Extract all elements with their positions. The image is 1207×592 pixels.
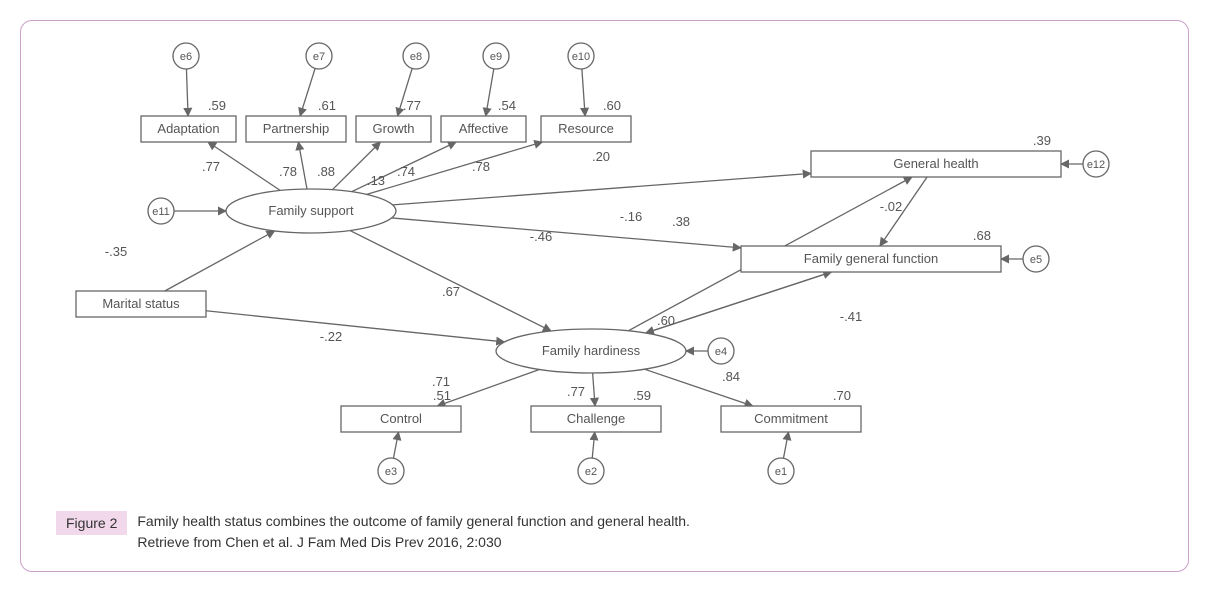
error-label-e2: e2 [585, 466, 597, 478]
path-label-family_support-partnership: .78 [279, 164, 297, 179]
r2-family_hardiness: .60 [657, 313, 675, 328]
error-label-e3: e3 [385, 466, 397, 478]
r2-commitment: .70 [833, 388, 851, 403]
path-label-family_support-family_gen_func: -.46 [530, 229, 552, 244]
figure-caption: Figure 2 Family health status combines t… [56, 511, 1153, 553]
node-label-family_gen_func: Family general function [804, 251, 938, 266]
path-label-family_hardiness-general_health: -.16 [620, 209, 642, 224]
error-label-e10: e10 [572, 51, 590, 63]
error-arrow-e3 [393, 432, 398, 458]
r2-growth: .77 [403, 98, 421, 113]
error-arrow-e9 [486, 69, 494, 116]
error-label-e8: e8 [410, 51, 422, 63]
path-label-marital-family_hardiness: -.22 [320, 329, 342, 344]
path-label-family_hardiness-challenge: .77 [567, 384, 585, 399]
path-label-family_support-general_health: .20 [592, 149, 610, 164]
r2-challenge: .59 [633, 388, 651, 403]
error-arrow-e7 [300, 68, 315, 116]
node-label-challenge: Challenge [567, 411, 626, 426]
path-label-family_hardiness-control: .71 [432, 374, 450, 389]
r2-family_gen_func: .68 [973, 228, 991, 243]
r2-control: .51 [433, 388, 451, 403]
r2-partnership: .61 [318, 98, 336, 113]
error-arrow-e6 [186, 69, 188, 116]
path-label-family_hardiness-family_gen_func: .38 [672, 214, 690, 229]
node-label-resource: Resource [558, 121, 614, 136]
r2-affective: .54 [498, 98, 516, 113]
node-label-marital: Marital status [102, 296, 180, 311]
path-family_hardiness-control [437, 369, 539, 406]
node-label-adaptation: Adaptation [157, 121, 219, 136]
path-label-family_support-affective: .74 [397, 164, 415, 179]
error-arrow-e10 [582, 69, 585, 116]
caption-line2: Retrieve from Chen et al. J Fam Med Dis … [137, 534, 501, 550]
path-label-general_health-family_gen_func: -.02 [880, 199, 902, 214]
path-label-family_support-family_hardiness: .67 [442, 284, 460, 299]
path-family_support-family_hardiness [350, 231, 551, 331]
path-marital-family_support [165, 231, 275, 291]
node-label-growth: Growth [373, 121, 415, 136]
node-label-family_hardiness: Family hardiness [542, 343, 641, 358]
node-label-commitment: Commitment [754, 411, 828, 426]
figure-caption-text: Family health status combines the outcom… [137, 511, 690, 553]
r2-family_support: .13 [367, 173, 385, 188]
figure-label: Figure 2 [56, 511, 127, 535]
path-marital-family_hardiness [206, 311, 504, 342]
error-label-e11: e11 [152, 206, 170, 218]
error-label-e7: e7 [313, 51, 325, 63]
path-label-marital-family_support: -.35 [105, 244, 127, 259]
node-label-affective: Affective [459, 121, 509, 136]
path-family_support-partnership [298, 142, 307, 189]
r2-resource: .60 [603, 98, 621, 113]
path-label-family_hardiness-commitment: .84 [722, 369, 740, 384]
error-label-e4: e4 [715, 346, 727, 358]
node-label-control: Control [380, 411, 422, 426]
node-label-partnership: Partnership [263, 121, 329, 136]
path-family_support-general_health [393, 173, 811, 204]
path-family_support-resource [367, 142, 543, 194]
error-arrow-e2 [592, 432, 595, 458]
path-label-family_support-adaptation: .77 [202, 159, 220, 174]
path-label-family_gen_func-family_hardiness: -.41 [840, 309, 862, 324]
figure-container: e6 e7 e8 e9 e10 e12 e5 e11 e4 e3 e2 e1 Adaptation Pa… [20, 20, 1189, 572]
node-label-family_support: Family support [268, 203, 354, 218]
r2-adaptation: .59 [208, 98, 226, 113]
path-label-family_support-resource: .78 [472, 159, 490, 174]
error-label-e12: e12 [1087, 159, 1105, 171]
path-family_hardiness-challenge [593, 373, 595, 406]
r2-general_health: .39 [1033, 133, 1051, 148]
error-arrow-e1 [783, 432, 788, 458]
node-label-general_health: General health [893, 156, 978, 171]
caption-line1: Family health status combines the outcom… [137, 513, 690, 529]
error-label-e5: e5 [1030, 254, 1042, 266]
error-label-e9: e9 [490, 51, 502, 63]
error-label-e6: e6 [180, 51, 192, 63]
path-label-family_support-growth: .88 [317, 164, 335, 179]
error-label-e1: e1 [775, 466, 787, 478]
sem-diagram: e6 e7 e8 e9 e10 e12 e5 e11 e4 e3 e2 e1 Adaptation Pa… [21, 21, 1188, 501]
